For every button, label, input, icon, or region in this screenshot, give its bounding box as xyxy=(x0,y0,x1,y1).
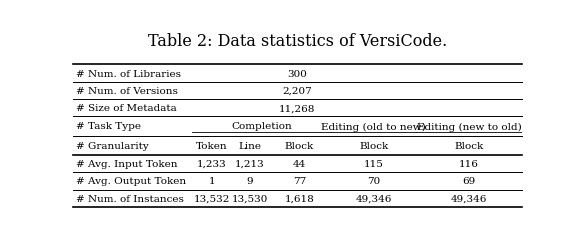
Text: Editing (old to new): Editing (old to new) xyxy=(321,122,426,131)
Text: 69: 69 xyxy=(463,177,476,186)
Text: 11,268: 11,268 xyxy=(279,104,316,113)
Text: # Num. of Libraries: # Num. of Libraries xyxy=(76,69,181,78)
Text: 115: 115 xyxy=(364,159,383,168)
Text: Table 2: Data statistics of VersiCode.: Table 2: Data statistics of VersiCode. xyxy=(148,33,447,50)
Text: 1,213: 1,213 xyxy=(235,159,265,168)
Text: # Num. of Instances: # Num. of Instances xyxy=(76,194,184,203)
Text: Block: Block xyxy=(455,141,484,150)
Text: # Granularity: # Granularity xyxy=(76,141,149,150)
Text: 44: 44 xyxy=(293,159,306,168)
Text: 1,618: 1,618 xyxy=(285,194,314,203)
Text: # Task Type: # Task Type xyxy=(76,122,141,131)
Text: Line: Line xyxy=(238,141,262,150)
Text: 1,233: 1,233 xyxy=(197,159,227,168)
Text: 116: 116 xyxy=(459,159,479,168)
Text: Block: Block xyxy=(285,141,314,150)
Text: 49,346: 49,346 xyxy=(356,194,392,203)
Text: 70: 70 xyxy=(367,177,380,186)
Text: Token: Token xyxy=(196,141,228,150)
Text: Editing (new to old): Editing (new to old) xyxy=(417,122,521,131)
Text: 13,532: 13,532 xyxy=(194,194,230,203)
Text: 77: 77 xyxy=(293,177,306,186)
Text: # Num. of Versions: # Num. of Versions xyxy=(76,86,178,95)
Text: # Avg. Output Token: # Avg. Output Token xyxy=(76,177,186,186)
Text: 2,207: 2,207 xyxy=(282,86,312,95)
Text: 1: 1 xyxy=(209,177,215,186)
Text: Completion: Completion xyxy=(231,122,292,131)
Text: 300: 300 xyxy=(287,69,307,78)
Text: # Avg. Input Token: # Avg. Input Token xyxy=(76,159,177,168)
Text: 13,530: 13,530 xyxy=(232,194,268,203)
Text: Block: Block xyxy=(359,141,388,150)
Text: # Size of Metadata: # Size of Metadata xyxy=(76,104,177,113)
Text: 9: 9 xyxy=(246,177,253,186)
Text: 49,346: 49,346 xyxy=(451,194,487,203)
